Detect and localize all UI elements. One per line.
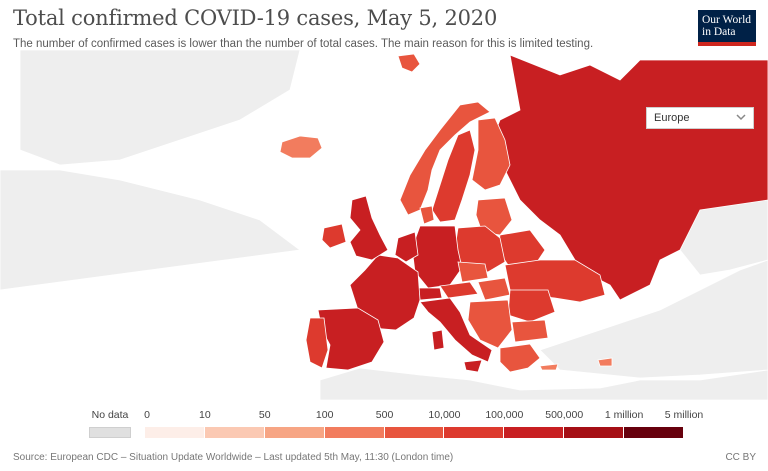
legend-bin-0[interactable] — [145, 427, 205, 438]
chevron-down-icon — [736, 114, 746, 121]
legend-bin-1[interactable] — [204, 427, 265, 438]
region-austria[interactable] — [439, 281, 479, 299]
legend-tick-label: 500 — [375, 409, 394, 421]
source-note: Source: European CDC – Situation Update … — [13, 452, 454, 463]
region-cyprus[interactable] — [597, 357, 613, 367]
legend-tick-label: 10,000 — [428, 409, 461, 421]
region-italy[interactable] — [419, 297, 493, 363]
region-crete[interactable] — [539, 363, 559, 371]
region-germany[interactable] — [411, 225, 463, 289]
legend-bin-8[interactable] — [624, 427, 684, 438]
region-spain[interactable] — [317, 307, 385, 371]
license-link[interactable]: CC BY — [725, 452, 756, 463]
legend-tick-label: 10 — [199, 409, 211, 421]
region-portugal[interactable] — [305, 317, 329, 369]
chart-title: Total confirmed COVID-19 cases, May 5, 2… — [13, 6, 498, 30]
region-denmark[interactable] — [419, 205, 435, 225]
legend-tick-label: 50 — [258, 409, 271, 421]
region-middle-east-nodata — [539, 259, 768, 379]
region-bulgaria[interactable] — [511, 319, 549, 343]
legend: No data 0 10 50 100 500 10,000 100,000 500,000 1… — [0, 403, 768, 439]
logo-line-1: Our World — [702, 14, 752, 26]
region-svalbard[interactable] — [397, 53, 421, 73]
legend-tick-label: 5 million — [664, 409, 704, 421]
legend-no-data-swatch[interactable] — [89, 427, 131, 438]
region-switzerland[interactable] — [417, 287, 443, 301]
region-finland[interactable] — [471, 117, 511, 191]
europe-map — [0, 50, 768, 400]
region-select-value: Europe — [654, 112, 690, 124]
region-greenland-nodata — [19, 50, 301, 166]
region-north-africa-nodata — [319, 367, 768, 400]
region-sweden[interactable] — [431, 129, 476, 223]
region-norway[interactable] — [399, 101, 491, 216]
region-belarus[interactable] — [497, 229, 546, 266]
region-atlantic-nodata — [0, 169, 302, 291]
legend-tick-label: 500,000 — [545, 409, 584, 421]
legend-no-data-label: No data — [91, 409, 129, 421]
legend-bin-6[interactable] — [504, 427, 565, 438]
region-greece[interactable] — [499, 343, 541, 373]
legend-bin-2[interactable] — [264, 427, 325, 438]
region-benelux[interactable] — [394, 231, 419, 263]
region-iceland[interactable] — [279, 135, 323, 159]
region-sicily[interactable] — [463, 359, 483, 373]
legend-tick-label: 1 million — [604, 409, 644, 421]
owid-logo[interactable]: Our World in Data — [698, 10, 756, 46]
logo-line-2: in Data — [702, 26, 736, 38]
region-czechia[interactable] — [457, 261, 489, 283]
legend-tick-label: 100 — [315, 409, 334, 421]
region-united-kingdom[interactable] — [349, 195, 389, 261]
chart-subtitle: The number of confirmed cases is lower t… — [13, 38, 594, 50]
region-balkans[interactable] — [467, 299, 513, 349]
legend-tick-label: 100,000 — [485, 409, 524, 421]
region-hungary[interactable] — [477, 277, 511, 301]
legend-bin-7[interactable] — [564, 427, 625, 438]
region-select[interactable]: Europe — [646, 107, 754, 129]
region-ireland[interactable] — [321, 223, 347, 249]
region-sardinia[interactable] — [431, 329, 445, 351]
legend-bin-5[interactable] — [444, 427, 505, 438]
region-france[interactable] — [349, 254, 421, 331]
legend-bin-3[interactable] — [324, 427, 385, 438]
map-area: Europe — [0, 50, 768, 400]
region-romania[interactable] — [507, 289, 556, 323]
legend-tick-label: 0 — [144, 409, 150, 421]
legend-bin-4[interactable] — [384, 427, 445, 438]
